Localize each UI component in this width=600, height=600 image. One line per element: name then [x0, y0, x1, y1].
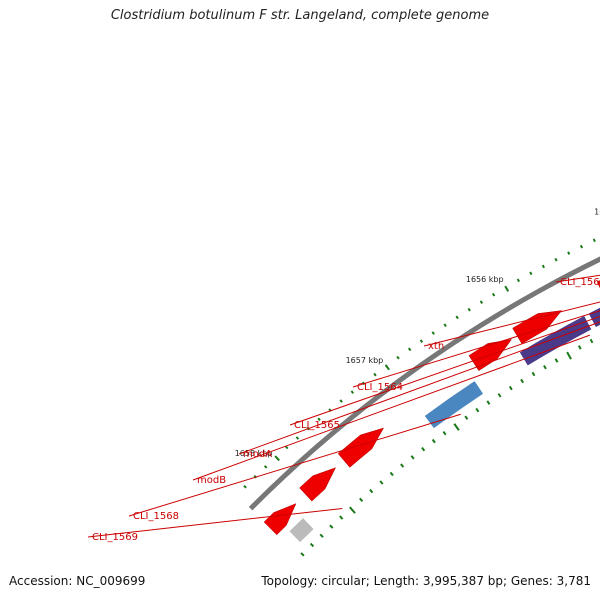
gene-label-line — [352, 310, 600, 388]
minor-tick — [516, 278, 520, 283]
minor-tick — [329, 524, 334, 529]
cds-forward — [596, 280, 600, 289]
major-tick — [349, 506, 356, 514]
minor-tick — [554, 358, 559, 363]
genome-backbone — [248, 256, 600, 511]
minor-tick — [373, 372, 377, 377]
minor-tick — [431, 331, 435, 335]
minor-tick — [300, 552, 305, 557]
minor-tick — [475, 407, 480, 413]
gene-box — [288, 516, 315, 544]
gene-label-track: CLI_1562xthCLI_1564CLI_1565modAmodBCLI_1… — [87, 274, 600, 543]
minor-tick — [359, 497, 364, 502]
minor-tick — [492, 292, 496, 297]
minor-tick — [529, 271, 533, 276]
cds-forward — [337, 427, 385, 468]
kbp-label: 1658 kbp — [235, 449, 273, 458]
minor-tick — [295, 436, 300, 440]
minor-tick — [407, 347, 412, 352]
minor-tick — [379, 480, 384, 485]
minor-tick — [567, 251, 571, 255]
major-tick — [384, 364, 390, 371]
minor-tick — [389, 471, 394, 477]
minor-tick — [577, 345, 582, 350]
minor-tick — [431, 438, 436, 444]
gene-label: CLI_1564 — [357, 382, 403, 393]
minor-tick — [284, 445, 289, 450]
minor-tick — [309, 542, 315, 548]
minor-tick — [410, 455, 415, 460]
major-tick — [453, 423, 460, 431]
topology-summary: Topology: circular; Length: 3,995,387 bp… — [261, 574, 591, 588]
minor-tick — [579, 244, 584, 249]
minor-tick — [479, 300, 484, 304]
kbp-label-track: 1649 kbp1650 kbp1651 kbp1652 kbp1653 kbp… — [235, 208, 600, 459]
minor-tick — [317, 417, 321, 422]
minor-tick — [531, 371, 536, 377]
gene-label-line — [289, 316, 600, 426]
minor-tick — [455, 315, 459, 320]
gene-label: CLI_1569 — [92, 532, 138, 543]
gene-label: CLI_1568 — [133, 511, 179, 522]
kbp-label: 1656 kbp — [466, 275, 504, 284]
kbp-label: 1657 kbp — [346, 356, 384, 365]
minor-tick — [467, 307, 471, 312]
gene-label-line — [423, 301, 600, 347]
minor-tick — [554, 257, 558, 262]
gene-label-line — [87, 508, 343, 538]
inner-tick-track — [300, 338, 594, 557]
gene-label-line — [128, 413, 461, 517]
kbp-label: 1655 kbp — [594, 208, 600, 217]
minor-tick — [592, 238, 596, 243]
minor-tick — [319, 533, 324, 538]
minor-tick — [443, 323, 447, 327]
minor-tick — [508, 385, 513, 391]
map-title: Clostridium botulinum F str. Langeland, … — [110, 8, 490, 23]
gene-label-line — [238, 321, 600, 455]
minor-tick — [520, 378, 525, 384]
cds-forward — [512, 310, 563, 345]
minor-tick — [541, 264, 545, 269]
gene-label-line — [192, 334, 591, 481]
minor-tick — [543, 364, 547, 370]
gene-box — [423, 379, 485, 430]
minor-tick — [369, 488, 374, 494]
minor-tick — [421, 446, 426, 452]
minor-tick — [589, 338, 594, 344]
minor-tick — [486, 400, 491, 405]
major-tick — [274, 455, 280, 462]
minor-tick — [350, 390, 355, 394]
minor-tick — [497, 393, 502, 398]
minor-tick — [339, 515, 344, 520]
gene-label: modA — [243, 449, 272, 460]
gene-track — [288, 306, 600, 544]
minor-tick — [263, 465, 268, 469]
minor-tick — [396, 355, 400, 360]
minor-tick — [442, 430, 447, 436]
accession-text: Accession: NC_009699 — [9, 574, 146, 588]
cds-forward — [263, 503, 297, 536]
gene-label: CLI_1562 — [560, 277, 600, 288]
minor-tick — [464, 415, 469, 420]
cds-forward — [299, 467, 337, 502]
minor-tick — [419, 339, 424, 343]
gene-label: modB — [197, 475, 226, 486]
gene-label: xth — [428, 341, 444, 352]
major-tick — [504, 285, 510, 292]
minor-tick — [339, 399, 343, 403]
backbone-circle — [248, 256, 600, 511]
outer-tick-track — [243, 238, 596, 489]
minor-tick — [243, 484, 247, 489]
minor-tick — [400, 463, 405, 468]
major-tick — [566, 351, 572, 360]
